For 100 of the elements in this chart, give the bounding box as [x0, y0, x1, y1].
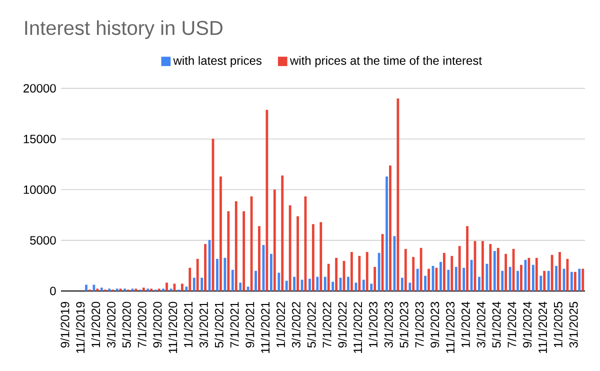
x-tick-label: 11/1/2023	[446, 302, 455, 353]
bar	[312, 224, 314, 291]
x-tick-label: 3/1/2025	[569, 302, 578, 348]
bar	[493, 250, 496, 291]
bar	[412, 256, 415, 291]
bar	[558, 252, 561, 291]
x-tick-label: 5/1/2023	[399, 302, 408, 348]
bar	[239, 282, 242, 291]
bar	[278, 272, 280, 291]
bar	[450, 256, 454, 291]
bar	[296, 216, 299, 291]
bar	[180, 284, 184, 291]
bar	[396, 98, 400, 291]
legend-label: with latest prices	[173, 56, 262, 68]
bar	[100, 288, 103, 291]
x-tick-label: 3/1/2021	[199, 302, 208, 348]
bar	[535, 258, 538, 291]
bar	[362, 280, 365, 291]
bar	[366, 252, 368, 291]
x-tick-label: 7/1/2022	[322, 302, 332, 348]
bar	[270, 254, 272, 291]
x-tick-label: 1/1/2024	[461, 302, 470, 348]
bar	[92, 284, 96, 291]
bar	[428, 268, 430, 291]
x-tick-label: 7/1/2023	[414, 302, 424, 348]
bar	[416, 268, 419, 291]
bar	[386, 176, 388, 291]
bar	[496, 248, 500, 291]
x-tick-label: 1/1/2022	[276, 302, 286, 348]
bar	[447, 270, 450, 291]
x-tick-label: 3/1/2023	[384, 302, 393, 348]
y-tick-label: 0	[50, 286, 56, 296]
bar	[224, 258, 226, 291]
bar	[358, 256, 361, 291]
bar	[481, 241, 484, 291]
bar	[204, 244, 206, 291]
bar	[327, 264, 330, 291]
x-tick-label: 3/1/2020	[106, 302, 116, 348]
x-tick-label: 9/1/2021	[245, 302, 254, 348]
x-tick-label: 9/1/2020	[152, 302, 162, 348]
bar	[185, 286, 188, 291]
bar	[540, 276, 542, 291]
bar	[242, 211, 246, 291]
bar	[316, 276, 319, 291]
chart-title: Interest history in USD	[25, 20, 222, 39]
bar	[504, 254, 508, 291]
y-tick-label: 5000	[30, 236, 56, 245]
x-tick-label: 1/1/2021	[184, 302, 193, 348]
x-tick-label: 7/1/2021	[230, 302, 239, 348]
x-tick-label: 1/1/2020	[91, 302, 100, 348]
x-tick-label: 11/1/2022	[353, 302, 362, 353]
bar	[288, 205, 292, 291]
bar	[254, 270, 257, 291]
bar	[293, 276, 296, 291]
bar	[85, 284, 88, 291]
bar	[458, 246, 461, 291]
bar	[142, 288, 145, 291]
bar	[281, 175, 284, 291]
x-tick-label: 9/1/2024	[522, 302, 532, 348]
y-tick-label: 20000	[24, 84, 56, 93]
x-tick-label: 5/1/2022	[307, 302, 316, 348]
bar	[520, 264, 522, 291]
bar	[566, 258, 569, 291]
bar	[166, 282, 168, 291]
bar	[220, 176, 222, 291]
bar	[478, 276, 480, 291]
x-tick-label: 11/1/2021	[260, 302, 270, 353]
bar	[320, 222, 322, 291]
x-tick-label: 3/1/2024	[476, 302, 486, 348]
bar	[332, 282, 334, 291]
y-tick-label: 15000	[24, 134, 56, 144]
bar	[354, 282, 358, 291]
bar	[486, 264, 488, 291]
bar	[543, 270, 546, 291]
bar	[273, 190, 276, 291]
x-tick-label: 9/1/2023	[430, 302, 440, 348]
x-tick-label: 9/1/2022	[338, 302, 347, 348]
bar	[246, 286, 250, 291]
bar	[234, 201, 238, 291]
bar	[374, 266, 376, 291]
bar	[308, 278, 311, 291]
bar	[516, 270, 519, 291]
bar	[231, 270, 234, 291]
x-tick-label: 7/1/2024	[507, 302, 516, 348]
y-tick-label: 10000	[24, 185, 56, 194]
bar	[192, 278, 196, 291]
bar	[528, 258, 530, 291]
bar	[466, 226, 468, 291]
bar	[489, 244, 492, 291]
bar	[570, 272, 573, 291]
bar	[389, 166, 392, 291]
bar	[454, 266, 458, 291]
bar	[424, 276, 426, 291]
bar	[408, 282, 412, 291]
x-tick-label: 5/1/2020	[122, 302, 131, 348]
bar	[258, 226, 260, 291]
x-tick-label: 1/1/2023	[368, 302, 378, 348]
bar	[378, 252, 380, 291]
bar	[347, 276, 350, 291]
bar	[574, 272, 576, 291]
